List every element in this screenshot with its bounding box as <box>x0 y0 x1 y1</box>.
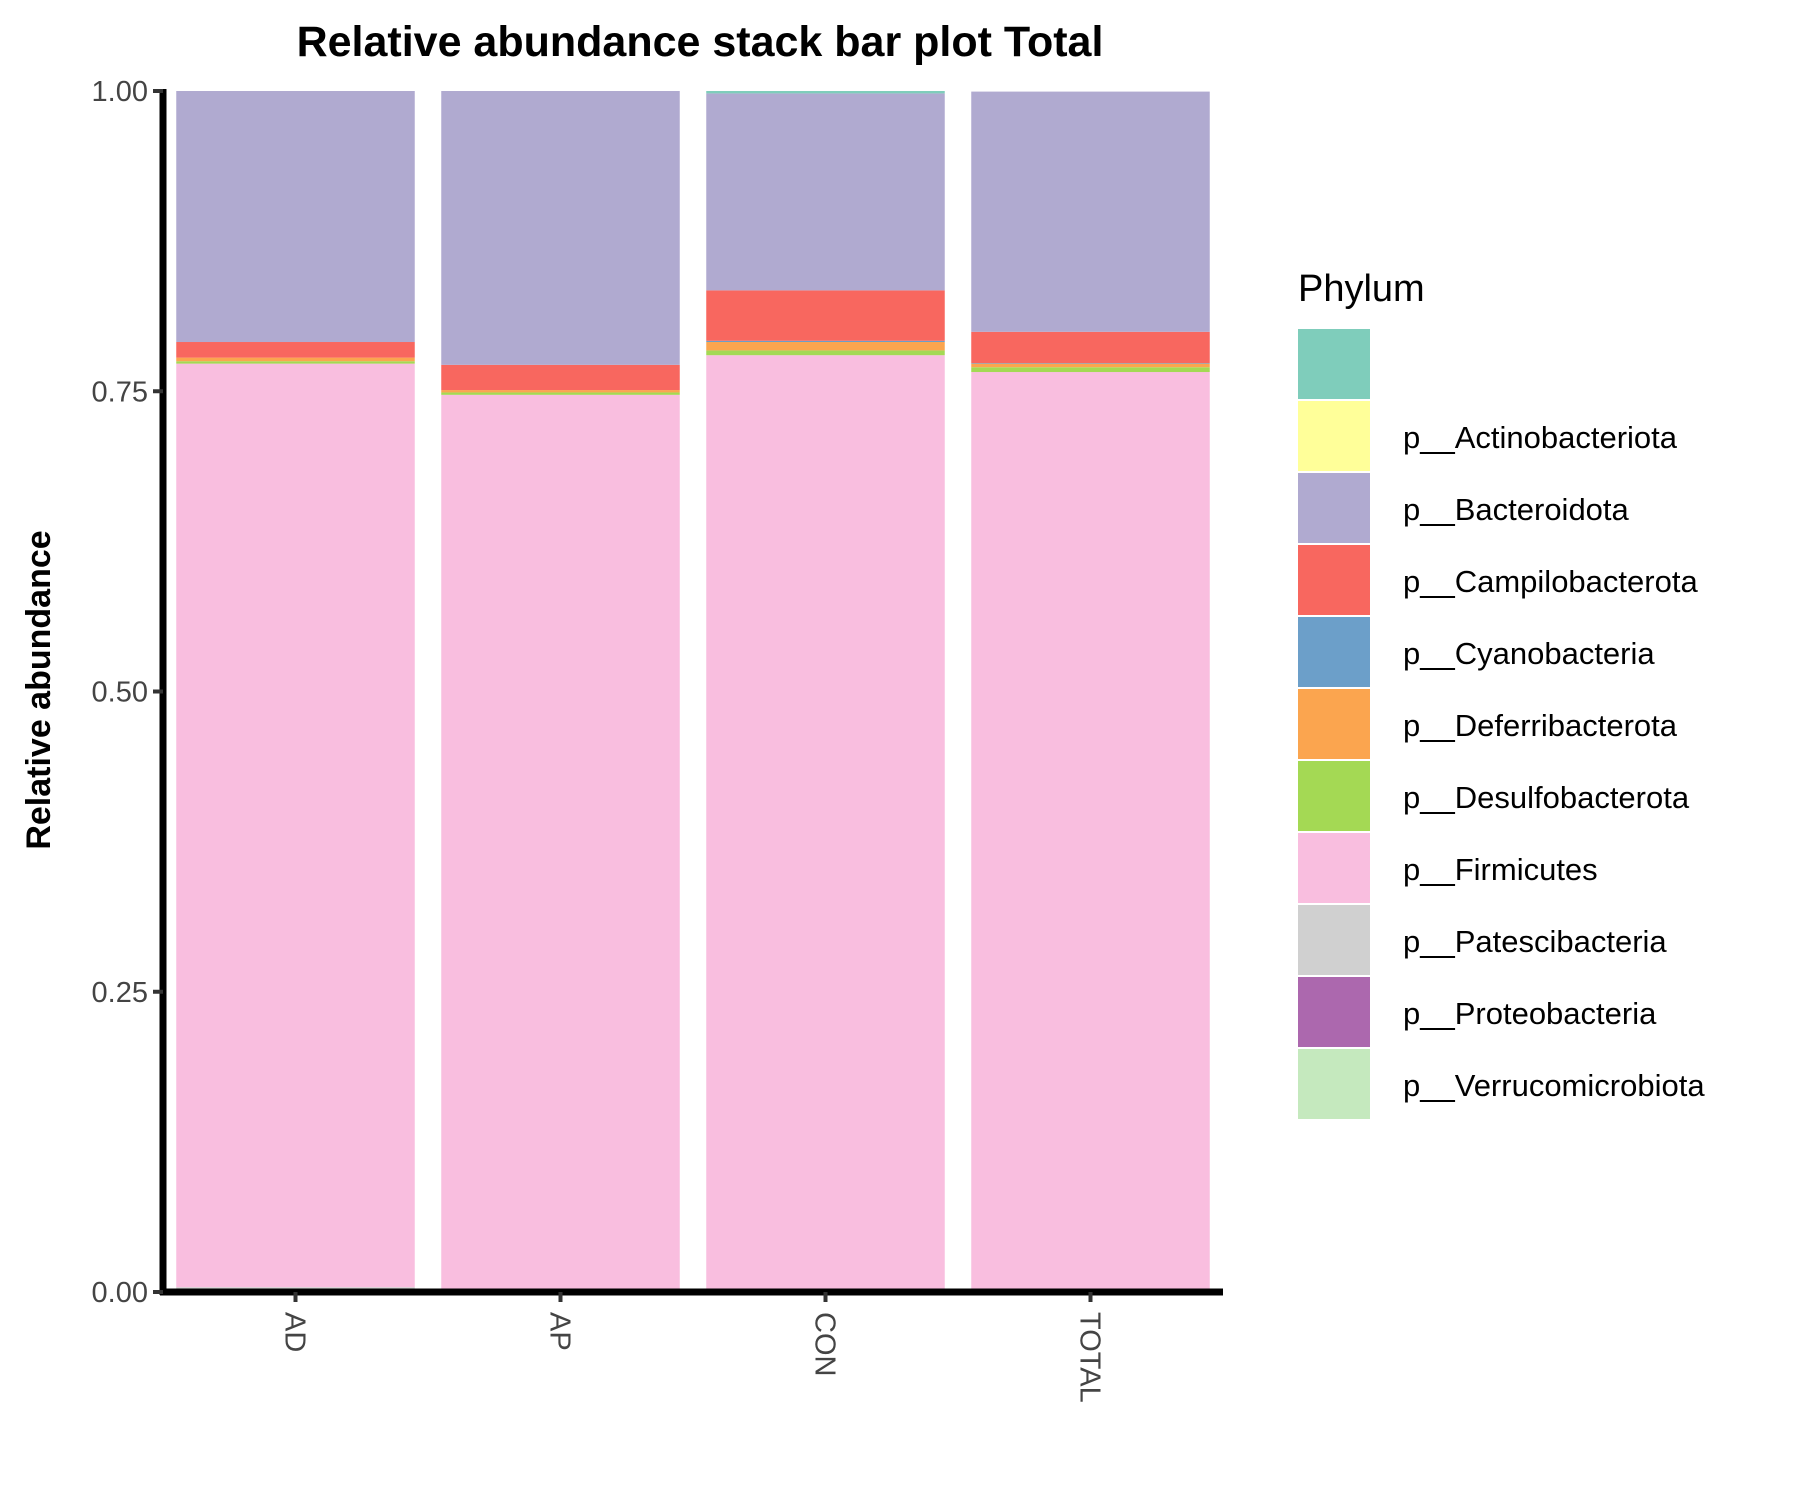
legend-label: p__Cyanobacteria <box>1403 636 1655 671</box>
legend-swatch <box>1298 905 1370 975</box>
bar-segment-total-p-deferribacterota <box>971 363 1210 368</box>
bar-segment-con-p-firmicutes <box>706 355 945 1291</box>
bars-group <box>176 91 1210 1292</box>
legend-label: p__Actinobacteriota <box>1403 420 1678 455</box>
legend-swatch <box>1298 833 1370 903</box>
bar-segment-total-p-cyanobacteria <box>971 363 1210 364</box>
legend-label: p__Verrucomicrobiota <box>1403 1068 1705 1103</box>
x-tick-label: TOTAL <box>1074 1312 1106 1403</box>
legend-label: p__Desulfobacterota <box>1403 780 1690 815</box>
legend-swatch <box>1298 545 1370 615</box>
bar-segment-ad-p-patescibacteria <box>176 1287 415 1290</box>
legend-label: p__Bacteroidota <box>1403 492 1630 527</box>
bar-segment-ap-p-bacteroidota <box>441 91 680 365</box>
x-tick-label: AP <box>544 1312 576 1351</box>
y-tick-label: 0.75 <box>92 376 148 408</box>
bar-segment-ad-p-campilobacterota <box>176 342 415 358</box>
chart-title: Relative abundance stack bar plot Total <box>297 18 1104 66</box>
bar-segment-con-p-desulfobacterota <box>706 350 945 356</box>
legend-swatch <box>1298 617 1370 687</box>
bar-segment-ad-p-bacteroidota <box>176 91 415 343</box>
legend-label: p__Proteobacteria <box>1403 996 1657 1031</box>
bar-segment-ad-p-firmicutes <box>176 363 415 1288</box>
bar-segment-con-unlabeled <box>706 91 945 94</box>
y-tick-label: 0.25 <box>92 977 148 1009</box>
x-tick-label: AD <box>279 1312 311 1352</box>
legend-label: p__Campilobacterota <box>1403 564 1698 599</box>
bar-segment-total-p-campilobacterota <box>971 331 1210 364</box>
y-tick-label: 0.00 <box>92 1277 148 1309</box>
legend-swatch <box>1298 473 1370 543</box>
bar-segment-total-p-firmicutes <box>971 372 1210 1290</box>
bar-segment-ap-p-firmicutes <box>441 394 680 1291</box>
legend-label: p__Patescibacteria <box>1403 924 1667 959</box>
bar-segment-total-p-bacteroidota <box>971 91 1210 332</box>
legend-label: p__Firmicutes <box>1403 852 1598 887</box>
bar-segment-ap-p-campilobacterota <box>441 364 680 391</box>
bar-segment-con-p-bacteroidota <box>706 93 945 291</box>
legend-label: p__Deferribacterota <box>1403 708 1678 743</box>
bar-segment-ap-p-deferribacterota <box>441 390 680 393</box>
bar-segment-con-p-deferribacterota <box>706 342 945 351</box>
legend-swatch <box>1298 1049 1370 1119</box>
y-tick-label: 1.00 <box>92 76 148 108</box>
bar-segment-ad-p-desulfobacterota <box>176 361 415 364</box>
bar-segment-ad-p-deferribacterota <box>176 357 415 362</box>
axes-group: 0.00 0.25 0.50 0.75 1.00 AD AP CON TOTAL <box>92 76 1223 1403</box>
legend-swatch <box>1298 977 1370 1047</box>
bar-segment-con-p-cyanobacteria <box>706 340 945 343</box>
legend-title: Phylum <box>1298 268 1425 310</box>
legend-swatch <box>1298 689 1370 759</box>
x-tick-label: CON <box>809 1312 841 1376</box>
y-axis-title: Relative abundance <box>20 530 58 849</box>
legend-swatch <box>1298 401 1370 471</box>
legend: Phylum p__Actinobacteriota p__Bacteroidota… <box>1298 268 1705 1119</box>
legend-swatch <box>1298 329 1370 399</box>
bar-segment-total-p-desulfobacterota <box>971 367 1210 373</box>
bar-segment-ap-p-desulfobacterota <box>441 392 680 395</box>
legend-swatch <box>1298 761 1370 831</box>
y-tick-label: 0.50 <box>92 677 148 709</box>
bar-segment-con-p-campilobacterota <box>706 290 945 341</box>
